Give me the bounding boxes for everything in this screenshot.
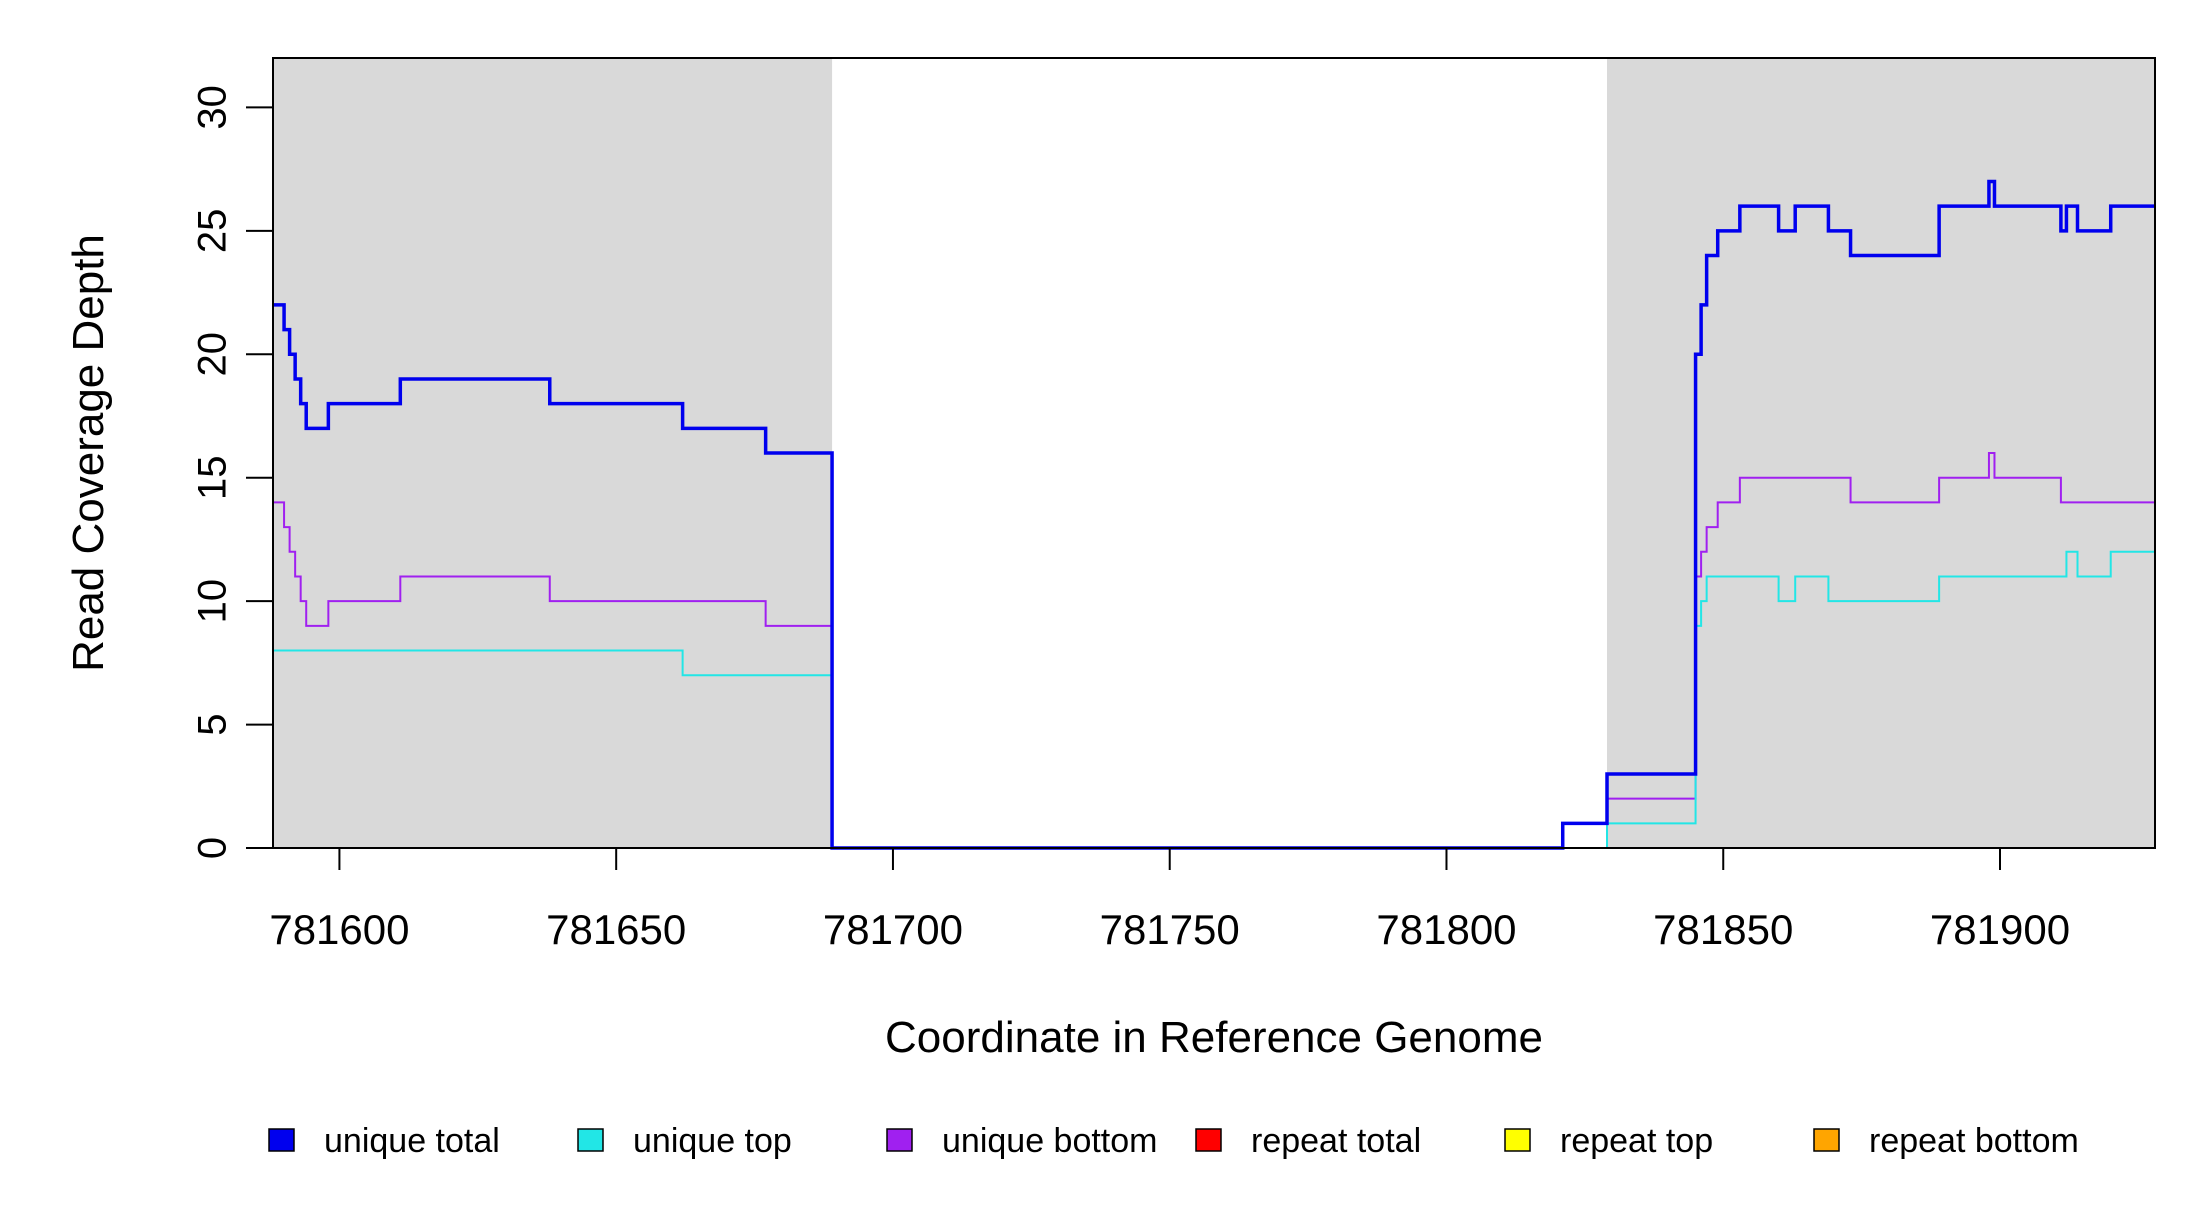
shaded-region-2 [1607,58,2155,848]
legend-label-unique-total: unique total [324,1122,500,1160]
x-tick-label: 781750 [1100,906,1240,953]
legend-label-repeat-bottom: repeat bottom [1869,1122,2079,1160]
legend-swatch-repeat-bottom [1813,1128,1840,1152]
legend-label-repeat-total: repeat total [1251,1122,1421,1160]
x-tick-label: 781700 [823,906,963,953]
legend-swatch-unique-bottom [886,1128,913,1152]
shaded-regions [273,58,2155,848]
legend-swatch-unique-total [268,1128,295,1152]
legend-swatch-unique-top [577,1128,604,1152]
series-line-unique-total [273,179,2155,850]
plot-frame [272,57,2156,849]
y-tick-label: 15 [191,455,235,500]
shaded-region-1 [273,58,833,848]
legend-swatch-repeat-total [1195,1128,1222,1152]
legend: unique total unique top unique bottom repea… [268,1122,2079,1160]
y-tick-label: 0 [191,837,235,859]
x-tick-label: 781800 [1376,906,1516,953]
y-tick-label: 20 [191,332,235,377]
y-tick-label: 10 [191,579,235,624]
legend-label-unique-top: unique top [633,1122,792,1160]
legend-label-unique-bottom: unique bottom [942,1122,1158,1160]
x-axis-title: Coordinate in Reference Genome [885,1013,1543,1062]
y-tick-label: 5 [191,713,235,735]
y-axis: 0 5 10 15 20 25 30 [191,85,273,859]
legend-label-repeat-top: repeat top [1560,1122,1713,1160]
y-tick-label: 30 [191,85,235,130]
legend-swatch-repeat-top [1504,1128,1531,1152]
y-tick-label: 25 [191,209,235,254]
x-tick-label: 781650 [546,906,686,953]
x-axis: 781600 781650 781700 781750 781800 781850 7819… [269,848,2070,953]
x-tick-label: 781900 [1930,906,2070,953]
x-tick-label: 781600 [269,906,409,953]
y-axis-title: Read Coverage Depth [64,234,113,672]
x-tick-label: 781850 [1653,906,1793,953]
